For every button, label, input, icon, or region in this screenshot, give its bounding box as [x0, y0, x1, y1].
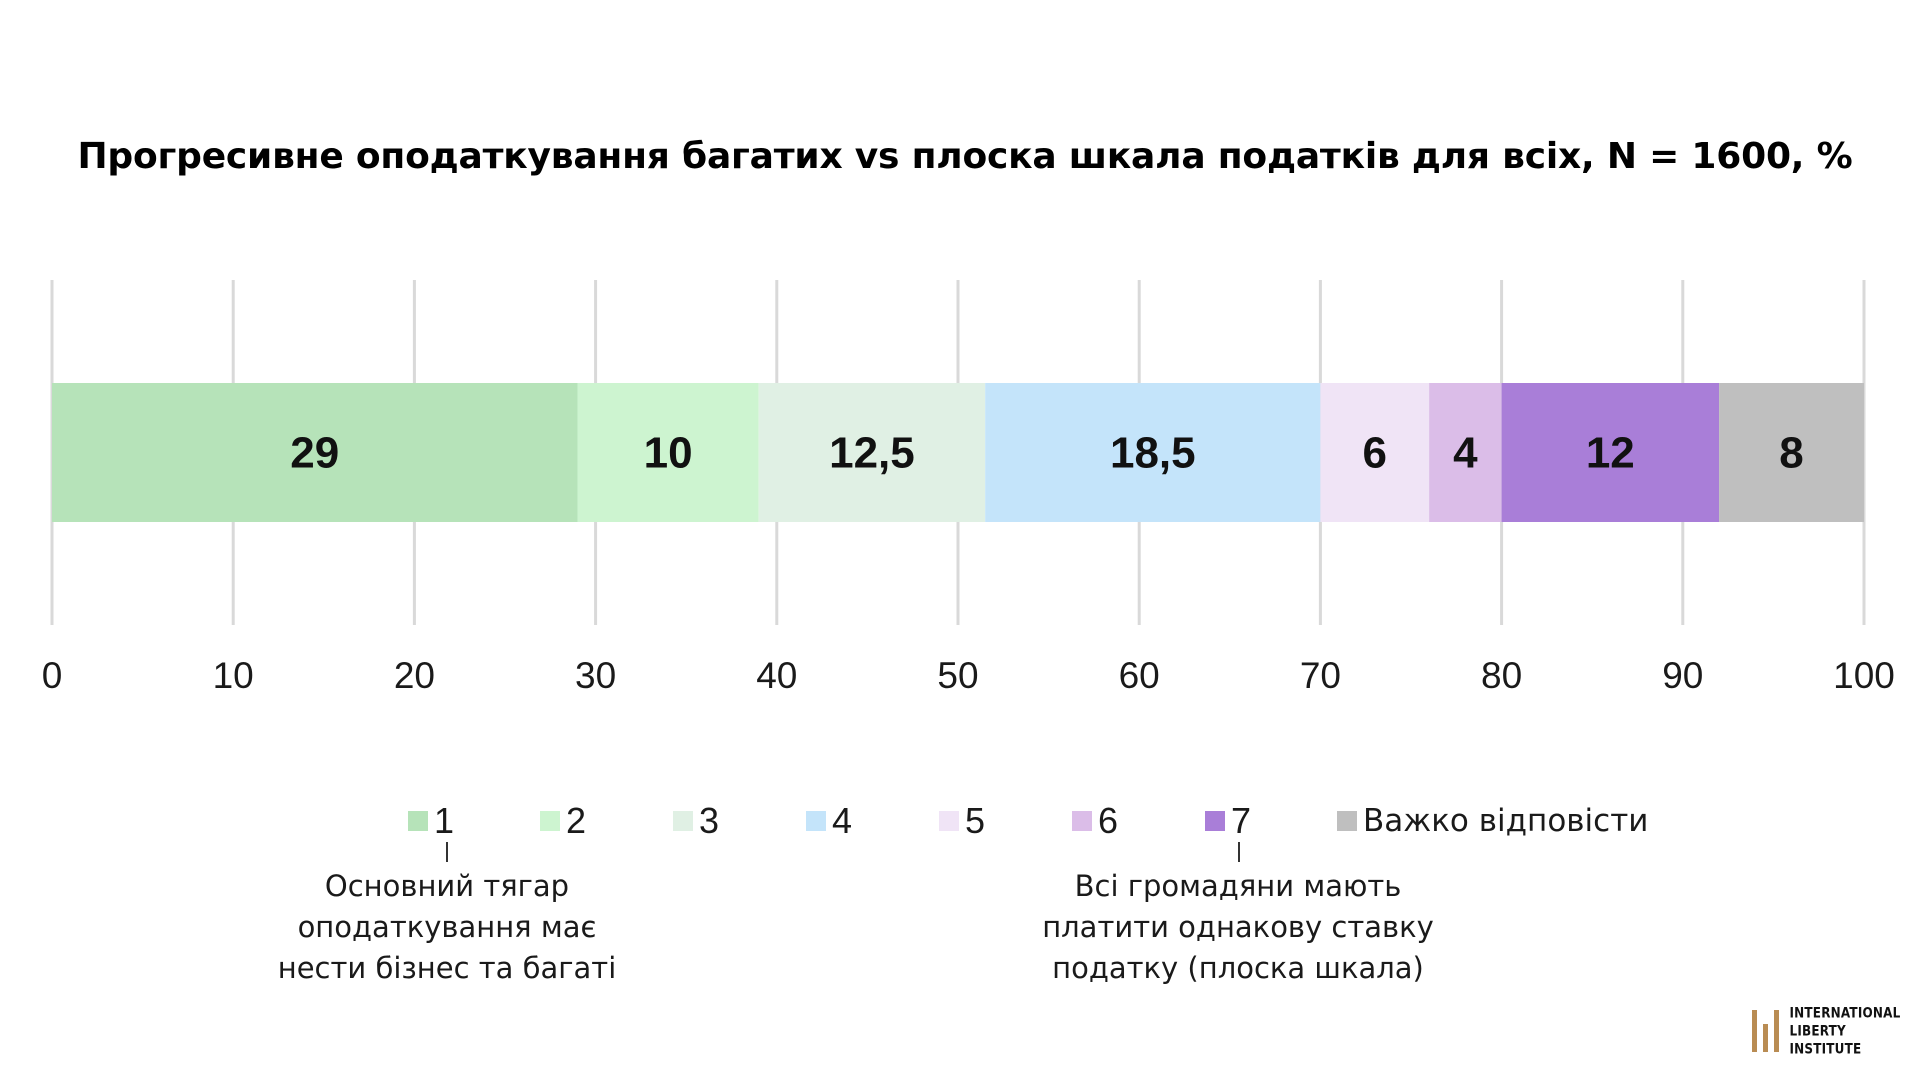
- bar-segment-2: [577, 383, 759, 522]
- data-label: 6: [1363, 429, 1387, 478]
- legend-item: 5: [939, 796, 985, 846]
- scale-note-left: Основний тягар оподаткування має нести б…: [277, 869, 617, 985]
- legend-item: 4: [806, 796, 852, 846]
- logo-mark-icon: [1752, 1010, 1782, 1052]
- legend-swatch: [1072, 811, 1092, 831]
- legend-swatch: [806, 811, 826, 831]
- logo-text: INTERNATIONAL LIBERTY INSTITUTE: [1789, 1004, 1901, 1057]
- chart-title: Прогресивне оподаткування багатих vs пло…: [77, 136, 1853, 177]
- bar-segment-5: [1320, 383, 1430, 522]
- data-label: 10: [644, 429, 693, 478]
- scale-note-right-connector: [1238, 842, 1240, 862]
- legend-item: 1: [408, 796, 454, 846]
- legend-item: 7: [1205, 796, 1251, 846]
- legend-label: 3: [699, 800, 720, 841]
- scale-note-right: Всі громадяни мають платити однакову ста…: [1042, 869, 1434, 985]
- data-labels: 29 10 12,5 18,5 6 4 12 8: [290, 429, 1803, 478]
- bar-segment-3: [758, 383, 986, 522]
- legend-swatch: [939, 811, 959, 831]
- legend-label: 5: [965, 800, 986, 841]
- legend-label: 7: [1231, 800, 1252, 841]
- x-tick-label: 80: [1481, 655, 1522, 696]
- legend-swatch: [540, 811, 560, 831]
- x-tick-label: 10: [213, 655, 254, 696]
- data-label: 4: [1453, 429, 1478, 478]
- legend-label: 2: [566, 800, 587, 841]
- legend: 1 2 3 4 5 6 7 Важко відповісти: [0, 796, 1920, 846]
- x-tick-label: 0: [42, 655, 63, 696]
- bar-segment-6: [1429, 383, 1502, 522]
- data-label: 18,5: [1110, 429, 1196, 478]
- x-tick-label: 90: [1662, 655, 1703, 696]
- legend-swatch: [673, 811, 693, 831]
- legend-label: Важко відповісти: [1363, 803, 1649, 839]
- data-label: 12,5: [829, 429, 915, 478]
- data-label: 8: [1779, 429, 1803, 478]
- x-tick-label: 20: [394, 655, 435, 696]
- x-tick-label: 40: [756, 655, 797, 696]
- legend-item: 2: [540, 796, 586, 846]
- x-tick-label: 60: [1119, 655, 1160, 696]
- data-label: 12: [1586, 429, 1635, 478]
- legend-item: 6: [1072, 796, 1118, 846]
- legend-swatch: [1205, 811, 1225, 831]
- legend-item: 3: [673, 796, 719, 846]
- legend-swatch: [1337, 811, 1357, 831]
- x-tick-label: 100: [1833, 655, 1895, 696]
- legend-swatch: [408, 811, 428, 831]
- logo: INTERNATIONAL LIBERTY INSTITUTE: [1752, 1004, 1920, 1057]
- x-axis-tick-labels: 0 10 20 30 40 50 60 70 80 90 100: [42, 655, 1895, 696]
- x-tick-label: 70: [1300, 655, 1341, 696]
- scale-note-left-connector: [446, 842, 448, 862]
- legend-label: 1: [434, 800, 455, 841]
- data-label: 29: [290, 429, 339, 478]
- x-tick-label: 50: [937, 655, 978, 696]
- bar-segment-4: [985, 383, 1321, 522]
- legend-label: 4: [832, 800, 853, 841]
- bar-segment-1: [52, 383, 578, 522]
- legend-label: 6: [1098, 800, 1119, 841]
- bar-segments: [52, 383, 1864, 522]
- bar-segment-8: [1719, 383, 1864, 522]
- x-tick-label: 30: [575, 655, 616, 696]
- legend-item: Важко відповісти: [1337, 796, 1648, 846]
- bar-segment-7: [1501, 383, 1720, 522]
